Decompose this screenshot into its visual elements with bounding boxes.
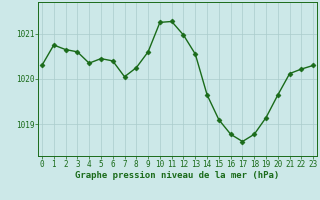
X-axis label: Graphe pression niveau de la mer (hPa): Graphe pression niveau de la mer (hPa) <box>76 171 280 180</box>
